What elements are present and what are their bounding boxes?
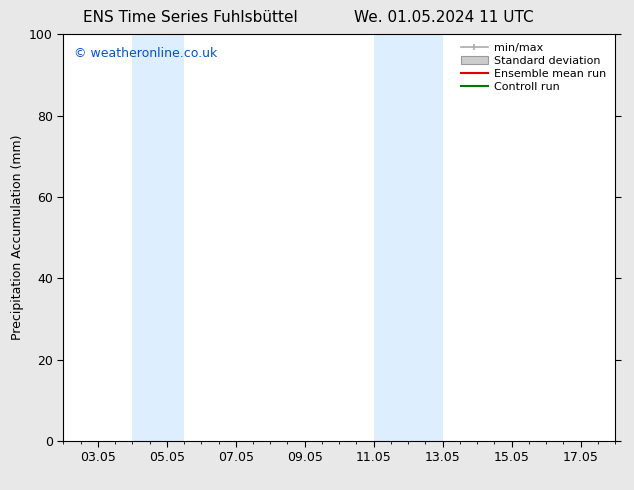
Bar [133, 34, 184, 441]
Text: © weatheronline.co.uk: © weatheronline.co.uk [74, 47, 217, 59]
Legend: min/max, Standard deviation, Ensemble mean run, Controll run: min/max, Standard deviation, Ensemble me… [457, 40, 609, 95]
Y-axis label: Precipitation Accumulation (mm): Precipitation Accumulation (mm) [11, 135, 23, 341]
Text: ENS Time Series Fuhlsbüttel: ENS Time Series Fuhlsbüttel [83, 10, 297, 25]
Text: We. 01.05.2024 11 UTC: We. 01.05.2024 11 UTC [354, 10, 534, 25]
Bar [373, 34, 443, 441]
